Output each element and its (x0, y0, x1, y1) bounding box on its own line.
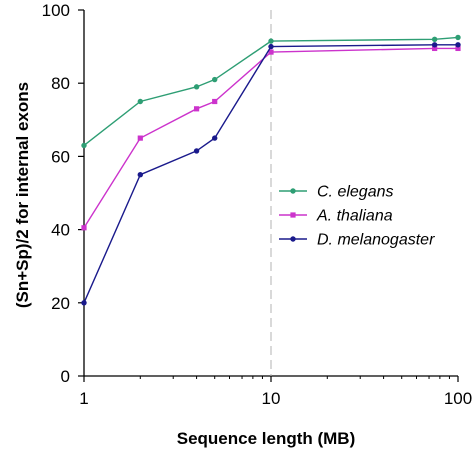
data-point (431, 42, 438, 48)
y-tick-label: 100 (42, 1, 70, 20)
data-point (431, 36, 438, 42)
data-point (137, 172, 143, 178)
y-tick-label: 80 (51, 74, 70, 93)
legend-item: A. thaliana (279, 208, 393, 225)
y-tick-label: 20 (51, 294, 70, 313)
legend-label: C. elegans (317, 184, 394, 201)
data-point (455, 45, 461, 52)
data-point (81, 300, 87, 306)
data-point (81, 225, 87, 231)
data-point (268, 38, 274, 44)
series-1 (81, 45, 461, 231)
data-point (193, 148, 200, 154)
legend-item: D. melanogaster (279, 232, 435, 249)
legend-marker (290, 188, 296, 194)
data-point (455, 42, 461, 48)
legend-label: A. thaliana (316, 208, 393, 225)
legend-item: C. elegans (279, 184, 394, 201)
legend-marker (290, 212, 296, 218)
x-axis-title: Sequence length (MB) (177, 429, 356, 448)
legend: C. elegans A. thaliana D. melanogaster (279, 184, 435, 249)
y-axis-title: (Sn+Sp)/2 for internal exons (13, 82, 32, 308)
data-point (212, 98, 218, 105)
y-tick-label: 60 (51, 147, 70, 166)
data-point (193, 84, 200, 90)
data-point (212, 76, 218, 83)
data-point (432, 45, 438, 52)
data-point (455, 34, 461, 41)
series-2 (81, 42, 461, 306)
data-point (193, 106, 200, 112)
x-tick-label: 1 (79, 389, 88, 408)
series-layer (81, 34, 461, 306)
y-tick-label: 40 (51, 221, 70, 240)
x-tick-label: 100 (444, 389, 472, 408)
data-point (268, 49, 274, 55)
axes: 0 20 40 60 80 100 1 10 100 (42, 1, 473, 408)
y-tick-label: 0 (61, 367, 70, 386)
legend-marker (290, 236, 296, 242)
data-point (81, 142, 87, 149)
data-point (212, 135, 218, 141)
legend-label: D. melanogaster (317, 232, 435, 249)
data-point (268, 43, 274, 50)
x-tick-label: 10 (262, 389, 281, 408)
data-point (137, 98, 143, 105)
series-0 (81, 34, 461, 149)
data-point (137, 135, 143, 141)
